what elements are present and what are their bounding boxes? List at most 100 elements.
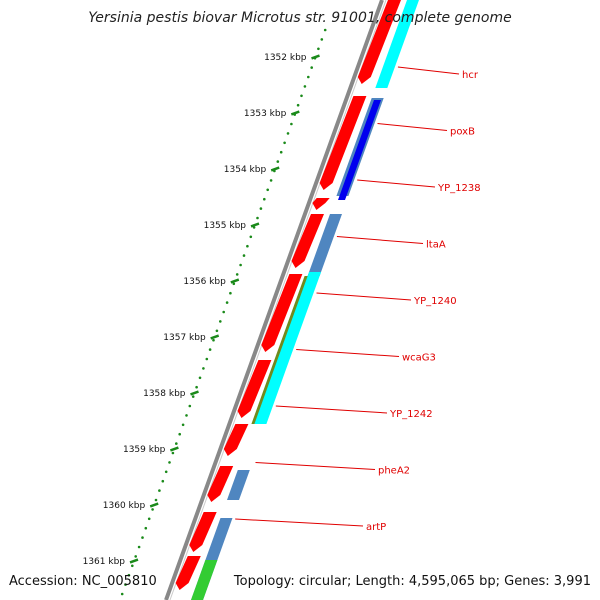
gene-label: YP_1242 [389,409,433,420]
track-block [307,214,342,276]
accession-text: Accession: NC_005810 [9,574,157,589]
track-block [275,272,322,366]
ruler-dot [181,423,185,427]
ruler-dot [317,47,320,51]
ruler-dot [310,66,314,69]
ruler-dot [158,489,161,492]
gene-label: YP_1238 [437,183,481,194]
kbp-tick-mark [290,110,300,116]
track-block [191,560,218,600]
ruler-dot [239,263,242,267]
leader-line [275,405,388,414]
kbp-tick-label: 1361 kbp [83,557,126,567]
kbp-tick-mark [270,166,280,172]
gene-label: poxB [450,127,475,138]
ruler-dot [222,310,225,314]
gene-label: pheA2 [378,466,410,477]
ruler-dot [225,301,229,304]
ruler-dot [168,461,171,464]
ruler-dot [131,564,134,568]
ruler-dot [120,592,124,596]
ruler-dot [242,254,246,257]
cds-feature [207,466,234,502]
track-block [338,100,381,200]
ruler-dot [296,103,300,107]
gene-features [175,0,419,600]
kbp-tick-label: 1359 kbp [123,445,166,455]
kbp-tick-label: 1357 kbp [163,333,206,343]
gene-label: hcr [462,70,479,81]
cds-feature [261,274,303,352]
kbp-tick-label: 1356 kbp [183,277,226,287]
ruler-dot [232,282,236,286]
ruler-dot [144,526,148,530]
kbp-tick-label: 1358 kbp [143,389,186,399]
kbp-tick-label: 1360 kbp [103,501,146,511]
label-leader-lines [235,66,460,527]
ruler-dot [259,207,263,210]
ruler-dot [205,357,209,361]
cds-feature [357,0,401,84]
leader-line [397,66,460,75]
leader-line [316,292,412,301]
ruler-dot [185,414,188,417]
kbp-tick-mark [210,334,220,340]
ruler-dot [124,583,127,586]
ruler-dot [151,508,154,511]
ruler-dot [198,376,202,380]
backbone-line [164,0,384,600]
gene-label: ltaA [426,240,446,251]
ruler-dot [175,442,178,445]
cds-feature [175,556,201,590]
kbp-tick-label: 1354 kbp [224,165,267,175]
ruler-dot [300,94,303,98]
kbp-tick-mark [149,502,159,508]
cds-feature [237,360,272,418]
ruler-dot [147,517,151,521]
ruler-dot [202,367,205,370]
gene-label: artP [366,522,386,533]
leader-line [235,518,364,527]
ruler-dot [141,536,144,539]
backbone-ring [164,0,387,600]
ruler-dot [134,555,137,558]
ruler-dot [286,132,290,135]
kbp-tick-mark [169,446,179,452]
genome-summary-text: Topology: circular; Length: 4,595,065 bp… [233,574,591,589]
ruler-dot [303,85,307,88]
ruler-dot [249,235,253,239]
genome-title: Yersinia pestis biovar Microtus str. 910… [88,10,512,26]
gene-label: YP_1240 [413,296,457,307]
ruler-dot [323,28,327,32]
ruler-dot [171,451,175,455]
backbone-highlight [169,0,387,600]
ruler-dot [178,432,181,436]
ruler-dot [263,197,266,201]
ruler-dot [191,395,195,398]
ruler-dot [164,470,168,474]
ruler-dot [279,150,283,154]
ruler-dot [235,273,239,276]
track-block [375,0,419,88]
kbp-tick-label: 1353 kbp [244,109,287,119]
leader-line [357,179,436,188]
kbp-tick-mark [250,222,260,228]
cds-feature [223,424,249,456]
ruler-dot [208,348,212,351]
kbp-tick-label: 1355 kbp [204,221,247,231]
kbp-tick-mark [129,558,139,564]
ruler-dot [188,404,192,408]
ruler-dot [246,244,249,248]
kbp-tick-label: 1352 kbp [264,53,307,63]
cds-feature [189,512,217,552]
ruler-dot [307,75,310,79]
ruler-dot [229,291,232,295]
ruler-dot [195,385,198,389]
track-block [254,366,288,424]
ruler-dot [212,338,215,342]
ruler-dot [137,545,141,549]
ruler-dot [269,179,273,182]
gene-labels: hcr poxB YP_1238 ltaA YP_1240 wcaG3 YP_1242phe… [366,70,481,533]
kbp-tick-mark [311,54,320,60]
